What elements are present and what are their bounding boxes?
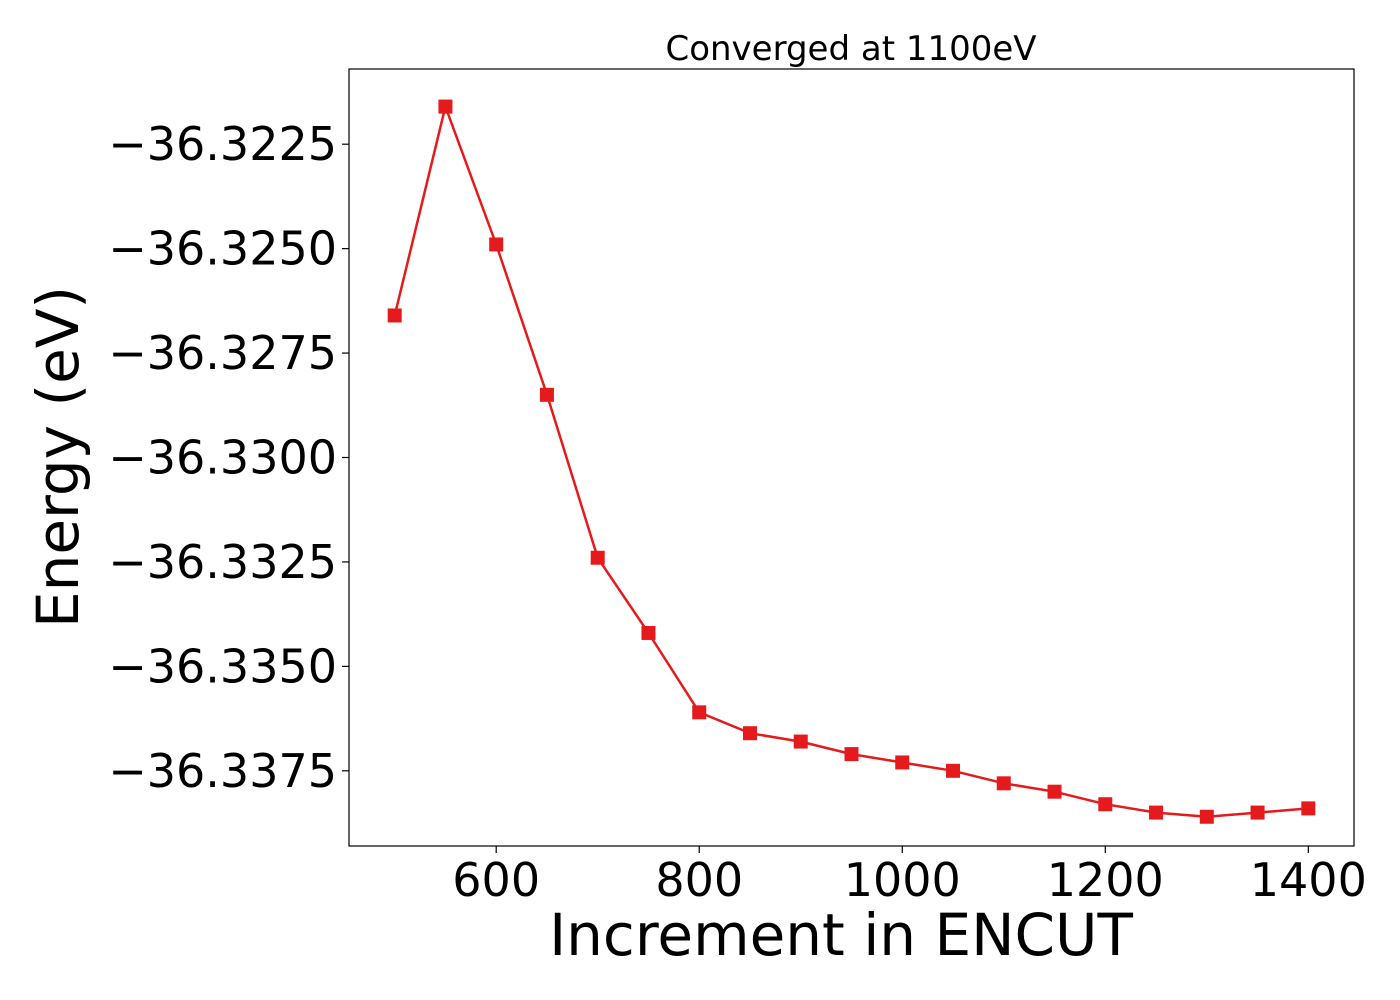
- x-tick-label: 1400: [1250, 853, 1367, 907]
- y-axis-ticks: −36.3225 −36.3250 −36.3275 −36.3300 −36.3325…: [108, 117, 349, 798]
- y-tick-label: −36.3350: [108, 639, 337, 693]
- y-tick-label: −36.3300: [108, 431, 337, 485]
- data-point: [895, 755, 910, 770]
- data-point: [641, 625, 656, 640]
- data-point: [1301, 801, 1316, 816]
- data-point: [1149, 805, 1164, 820]
- y-tick-label: −36.3225: [108, 117, 337, 171]
- x-tick-label: 600: [452, 853, 540, 907]
- data-point: [1098, 797, 1113, 812]
- data-point: [1250, 805, 1265, 820]
- y-tick-label: −36.3275: [108, 326, 337, 380]
- x-axis-label: Increment in ENCUT: [549, 901, 1133, 969]
- data-point: [539, 387, 554, 402]
- series-line: [393, 102, 1309, 819]
- y-tick-label: −36.3250: [108, 222, 337, 276]
- data-point: [742, 726, 757, 741]
- x-tick-label: 1200: [1047, 853, 1164, 907]
- y-axis-label: Energy (eV): [24, 286, 92, 628]
- data-point: [1047, 784, 1062, 799]
- plot-area-frame: [348, 68, 1355, 847]
- y-tick-label: −36.3375: [108, 744, 337, 798]
- data-point: [996, 776, 1011, 791]
- data-point: [692, 705, 707, 720]
- data-point: [590, 550, 605, 565]
- data-point: [1199, 809, 1214, 824]
- data-point: [844, 747, 859, 762]
- x-tick-label: 800: [655, 853, 743, 907]
- data-point: [489, 237, 504, 252]
- data-point: [387, 308, 402, 323]
- data-point: [438, 99, 453, 114]
- data-point: [793, 734, 808, 749]
- x-tick-label: 1000: [844, 853, 961, 907]
- x-axis-ticks: 600 800 1000 1200 1400: [452, 846, 1367, 907]
- y-tick-label: −36.3325: [108, 535, 337, 589]
- series-markers: [387, 99, 1316, 824]
- chart-title: Converged at 1100eV: [665, 29, 1036, 69]
- data-point: [946, 763, 961, 778]
